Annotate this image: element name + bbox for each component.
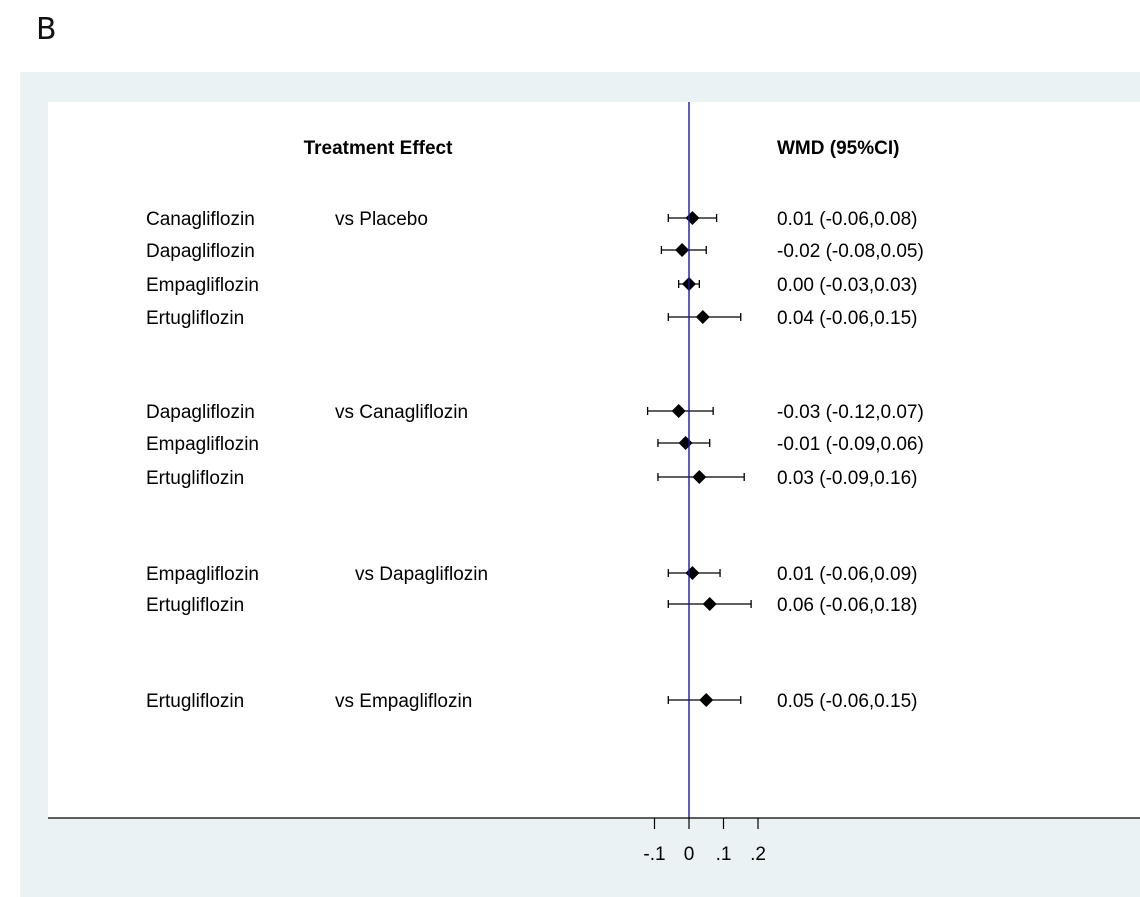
- forest-row: Canagliflozin vs Placebo 0.01 (-0.06,0.08): [146, 209, 917, 230]
- comparator-label: vs Dapagliflozin: [355, 564, 488, 585]
- right-column-header: WMD (95%CI): [777, 138, 899, 159]
- drug-label: Ertugliflozin: [146, 308, 244, 329]
- drug-label: Ertugliflozin: [146, 595, 244, 616]
- forest-row: Empagliflozin 0.00 (-0.03,0.03): [146, 275, 917, 296]
- estimate-marker: [678, 436, 693, 450]
- estimate-marker: [685, 566, 700, 580]
- estimate-marker: [702, 597, 717, 611]
- forest-row: Ertugliflozin 0.04 (-0.06,0.15): [146, 308, 917, 329]
- x-tick-label: .1: [716, 844, 732, 865]
- estimate-label: 0.03 (-0.09,0.16): [777, 468, 917, 489]
- forest-row: Ertugliflozin vs Empagliflozin 0.05 (-0.06…: [146, 691, 917, 712]
- forest-row: Empagliflozin vs Dapagliflozin 0.01 (-0.06…: [146, 564, 917, 585]
- rows-layer: Canagliflozin vs Placebo 0.01 (-0.06,0.08)…: [146, 209, 924, 712]
- drug-label: Ertugliflozin: [146, 691, 244, 712]
- estimate-label: 0.01 (-0.06,0.08): [777, 209, 917, 230]
- drug-label: Dapagliflozin: [146, 402, 255, 423]
- x-tick-label: -.1: [643, 844, 665, 865]
- estimate-marker: [675, 243, 690, 257]
- forest-row: Ertugliflozin 0.03 (-0.09,0.16): [146, 468, 917, 489]
- estimate-label: -0.02 (-0.08,0.05): [777, 241, 924, 262]
- comparator-label: vs Placebo: [335, 209, 428, 230]
- forest-row: Ertugliflozin 0.06 (-0.06,0.18): [146, 595, 917, 616]
- comparator-label: vs Empagliflozin: [335, 691, 472, 712]
- estimate-marker: [685, 211, 700, 225]
- left-column-header: Treatment Effect: [304, 138, 454, 159]
- estimate-label: 0.06 (-0.06,0.18): [777, 595, 917, 616]
- estimate-marker: [671, 404, 686, 418]
- forest-row: Dapagliflozin vs Canagliflozin -0.03 (-0.1…: [146, 402, 924, 423]
- panel-label: B: [36, 12, 57, 47]
- drug-label: Empagliflozin: [146, 434, 259, 455]
- drug-label: Empagliflozin: [146, 564, 259, 585]
- comparator-label: vs Canagliflozin: [335, 402, 468, 423]
- estimate-marker: [695, 310, 710, 324]
- estimate-label: 0.01 (-0.06,0.09): [777, 564, 917, 585]
- estimate-label: 0.00 (-0.03,0.03): [777, 275, 917, 296]
- estimate-label: -0.03 (-0.12,0.07): [777, 402, 924, 423]
- estimate-label: 0.04 (-0.06,0.15): [777, 308, 917, 329]
- forest-row: Dapagliflozin -0.02 (-0.08,0.05): [146, 241, 924, 262]
- estimate-label: 0.05 (-0.06,0.15): [777, 691, 917, 712]
- forest-row: Empagliflozin -0.01 (-0.09,0.06): [146, 434, 924, 455]
- estimate-marker: [692, 470, 707, 484]
- drug-label: Canagliflozin: [146, 209, 255, 230]
- x-axis: -.1 0 .1 .2: [48, 102, 1140, 865]
- drug-label: Ertugliflozin: [146, 468, 244, 489]
- plot-area: [48, 102, 1140, 818]
- estimate-label: -0.01 (-0.09,0.06): [777, 434, 924, 455]
- drug-label: Empagliflozin: [146, 275, 259, 296]
- x-tick-label: 0: [684, 844, 695, 865]
- drug-label: Dapagliflozin: [146, 241, 255, 262]
- x-tick-label: .2: [750, 844, 766, 865]
- estimate-marker: [699, 693, 714, 707]
